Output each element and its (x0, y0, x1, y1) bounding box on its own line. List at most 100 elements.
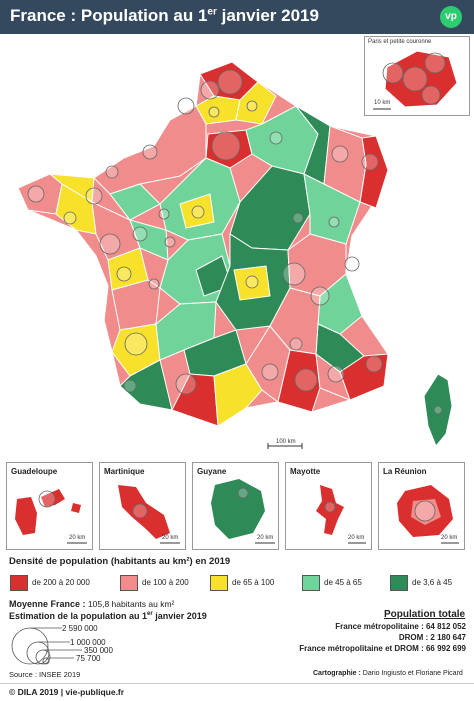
guadeloupe-basse-terre (15, 497, 37, 535)
paris-inset-circle-hauts-de-seine (382, 62, 404, 84)
population-metropole: France métropolitaine : 64 812 052 (335, 622, 466, 631)
circle-label-1: 2 590 000 (62, 624, 98, 633)
circle-label-3: 350 000 (84, 646, 113, 655)
france-map (17, 61, 453, 449)
pop-circle-calvados (142, 144, 158, 160)
drom-guyane: Guyane 20 km (192, 462, 279, 550)
pop-circle-gard (289, 337, 303, 351)
martinique-scale: 20 km (162, 535, 179, 541)
paris-inset-shape (384, 50, 458, 108)
region-aude (213, 363, 263, 427)
pop-circle-rhone (282, 262, 306, 286)
guadeloupe-grande-terre (41, 489, 65, 507)
drom-guadeloupe: Guadeloupe 20 km (6, 462, 93, 550)
pop-circle-seine-maritime (177, 97, 195, 115)
pop-circle-vendee (116, 266, 132, 282)
guadeloupe-marie-galante (71, 503, 81, 513)
pop-circle-aisne (246, 100, 258, 112)
moyenne-france: Moyenne France : 105,8 habitants au km² (9, 599, 175, 609)
pop-circle-alpes-maritimes (365, 355, 383, 373)
pop-circle-doubs (328, 216, 340, 228)
mayotte-pop-circle (324, 501, 336, 513)
footer-copyright: © DILA 2019 | vie-publique.fr (9, 687, 125, 697)
pop-circle-corse (433, 405, 443, 415)
pop-circle-loire-atlantique (99, 233, 121, 255)
la-reunion-map (397, 485, 459, 544)
legend-label-1: de 200 à 20 000 (32, 578, 90, 587)
footer: © DILA 2019 | vie-publique.fr (0, 683, 474, 701)
population-drom: DROM : 2 180 647 (398, 633, 466, 642)
pop-circle-sarthe (158, 208, 170, 220)
pop-circle-somme (208, 106, 220, 118)
paris-inset-circle-paris (402, 66, 428, 92)
pop-circle-indre-et-loire (164, 236, 176, 248)
mayotte-map (316, 485, 366, 544)
circle-size-legend (11, 627, 82, 665)
guyane-pop-circle (237, 487, 249, 499)
drom-la-reunion: La Réunion 20 km (378, 462, 465, 550)
drom-name-guadeloupe: Guadeloupe (11, 467, 58, 476)
pop-circle-pyrenees-atlantiques (123, 379, 137, 393)
paris-inset: Paris et petite couronne 10 km (364, 36, 470, 116)
corsica (423, 373, 453, 447)
la-reunion-pop-circle (414, 500, 436, 522)
source-label: Source : INSEE 2019 (9, 670, 81, 679)
pop-circle-marne (269, 131, 283, 145)
pop-circle-paris-area (211, 131, 241, 161)
pop-circle-manche (105, 165, 119, 179)
pop-circle-finistere (27, 185, 45, 203)
legend-swatch-pink (120, 575, 138, 591)
pop-circle-moselle (331, 145, 349, 163)
legend-swatch-dark-green (390, 575, 408, 591)
region-charente (111, 279, 161, 331)
martinique-shape (118, 485, 170, 539)
region-loiret (179, 193, 215, 229)
estimation-title: Estimation de la population au 1er janvi… (9, 611, 207, 621)
circle-label-4: 75 700 (76, 654, 101, 663)
cartographie-credit: Cartographie : Dario Ingiusto et Florian… (313, 670, 463, 677)
legend-circle-1000000 (26, 641, 50, 665)
pop-circle-loiret (191, 205, 205, 219)
pop-circle-haute-savoie (344, 256, 360, 272)
pop-circle-isere (310, 286, 330, 306)
paris-inset-title: Paris et petite couronne (368, 39, 432, 45)
legend-label-3: de 65 à 100 (232, 578, 275, 587)
guadeloupe-pop-circle (38, 490, 56, 508)
drom-name-mayotte: Mayotte (290, 467, 321, 476)
pop-circle-bouches-du-rhone (294, 368, 318, 392)
guadeloupe-map (15, 489, 87, 544)
drom-name-guyane: Guyane (197, 467, 227, 476)
mayotte-shape (316, 485, 344, 535)
mayotte-scale: 20 km (348, 535, 365, 541)
header-bar: France : Population au 1er janvier 2019 … (0, 0, 474, 34)
vp-logo: vp (440, 6, 462, 28)
population-total: France métropolitaine et DROM : 66 992 6… (299, 644, 466, 653)
drom-name-la-reunion: La Réunion (383, 467, 427, 476)
guyane-scale: 20 km (257, 535, 274, 541)
drom-name-martinique: Martinique (104, 467, 145, 476)
drom-mayotte: Mayotte 20 km (285, 462, 372, 550)
martinique-map (118, 485, 180, 544)
guadeloupe-scale: 20 km (69, 535, 86, 541)
pop-circle-puy-de-dome (245, 275, 259, 289)
region-landes (119, 359, 173, 411)
drom-martinique: Martinique 20 km (99, 462, 186, 550)
guyane-shape (211, 479, 265, 539)
page-title: France : Population au 1er janvier 2019 (10, 6, 319, 25)
legend-label-2: de 100 à 200 (142, 578, 189, 587)
pop-circle-herault (261, 363, 279, 381)
region-puy-de-dome (233, 265, 271, 301)
density-legend-title: Densité de population (habitants au km²)… (9, 556, 231, 567)
paris-inset-scale: 10 km (374, 100, 391, 106)
paris-inset-circle-seine-saint-denis (424, 52, 446, 74)
pop-circle-nord (217, 69, 243, 95)
pop-circle-cote-d-or (292, 212, 304, 224)
guyane-map (211, 479, 275, 544)
legend-swatch-yellow (210, 575, 228, 591)
pop-circle-haute-garonne (175, 373, 197, 395)
main-scale-bar (267, 443, 303, 449)
circle-label-2: 1 000 000 (70, 638, 106, 647)
legend-label-5: de 3,6 à 45 (412, 578, 453, 587)
la-reunion-scale: 20 km (441, 535, 458, 541)
legend-label-4: de 45 à 65 (324, 578, 362, 587)
